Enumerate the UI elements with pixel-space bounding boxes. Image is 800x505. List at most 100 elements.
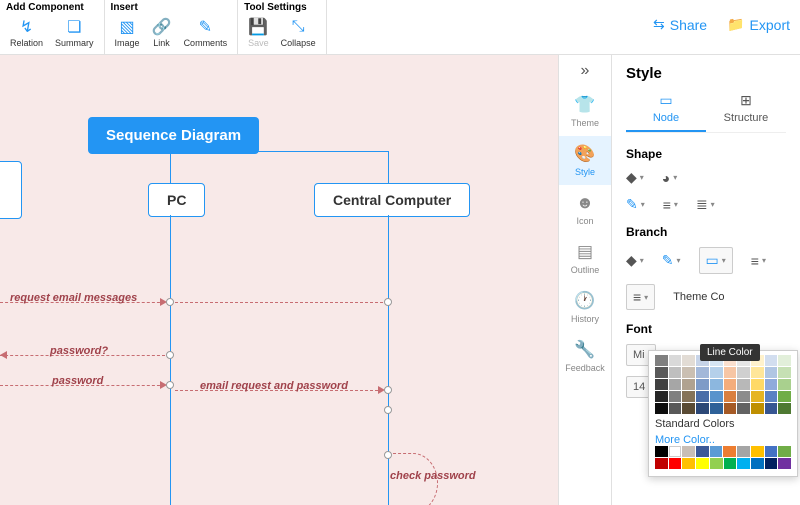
sidebar-item-icon[interactable]: ☻Icon (559, 185, 611, 234)
activation-dot[interactable] (384, 451, 392, 459)
activation-dot[interactable] (384, 406, 392, 414)
color-swatch[interactable] (655, 367, 668, 378)
color-swatch[interactable] (723, 446, 736, 457)
color-swatch[interactable] (696, 446, 709, 457)
color-swatch[interactable] (682, 391, 695, 402)
activation-dot[interactable] (384, 386, 392, 394)
color-swatch[interactable] (682, 403, 695, 414)
color-swatch[interactable] (696, 367, 709, 378)
collapse-button[interactable]: ⤡ Collapse (277, 15, 320, 50)
shape-border-width[interactable]: ≡▾ (663, 196, 678, 213)
sidebar-item-feedback[interactable]: 🔧Feedback (559, 332, 611, 381)
activation-dot[interactable] (384, 298, 392, 306)
color-swatch[interactable] (682, 458, 695, 469)
sidebar-item-outline[interactable]: ▤Outline (559, 234, 611, 283)
color-swatch[interactable] (765, 458, 778, 469)
color-swatch[interactable] (710, 391, 723, 402)
color-swatch[interactable] (724, 403, 737, 414)
color-swatch[interactable] (682, 355, 695, 366)
diagram-title[interactable]: Sequence Diagram (88, 117, 259, 154)
color-swatch[interactable] (669, 403, 682, 414)
color-swatch[interactable] (669, 355, 682, 366)
sidebar-item-style[interactable]: 🎨Style (559, 136, 611, 185)
color-swatch[interactable] (669, 446, 682, 457)
color-swatch[interactable] (778, 403, 791, 414)
sidebar-item-theme[interactable]: 👕Theme (559, 87, 611, 136)
color-swatch[interactable] (655, 379, 668, 390)
color-swatch[interactable] (655, 355, 668, 366)
color-swatch[interactable] (696, 458, 709, 469)
color-swatch[interactable] (737, 403, 750, 414)
color-swatch[interactable] (765, 446, 778, 457)
color-swatch[interactable] (737, 367, 750, 378)
color-swatch[interactable] (751, 379, 764, 390)
summary-button[interactable]: ❏ Summary (51, 15, 98, 50)
color-swatch[interactable] (710, 379, 723, 390)
color-swatch[interactable] (737, 458, 750, 469)
activation-dot[interactable] (166, 298, 174, 306)
image-button[interactable]: ▧ Image (111, 15, 144, 50)
node-central-computer[interactable]: Central Computer (314, 183, 470, 217)
color-swatch[interactable] (710, 367, 723, 378)
node-pc[interactable]: PC (148, 183, 205, 217)
color-swatch[interactable] (737, 391, 750, 402)
color-swatch[interactable] (724, 391, 737, 402)
shape-border-style[interactable]: ≣▾ (696, 196, 715, 213)
relation-button[interactable]: ↯ Relation (6, 15, 47, 50)
color-swatch[interactable] (669, 379, 682, 390)
comments-button[interactable]: ✎ Comments (180, 15, 232, 50)
color-swatch[interactable] (778, 379, 791, 390)
branch-width-dropdown[interactable]: ≡▾ (626, 284, 655, 310)
color-swatch[interactable] (696, 379, 709, 390)
canvas[interactable]: Sequence Diagram PC Central Computer req… (0, 55, 558, 505)
msg-password-q[interactable]: password? (50, 345, 108, 357)
color-swatch[interactable] (710, 458, 723, 469)
color-swatch[interactable] (710, 403, 723, 414)
color-swatch[interactable] (710, 446, 723, 457)
branch-line-dropdown[interactable]: ✎▾ (662, 247, 681, 274)
color-swatch[interactable] (696, 391, 709, 402)
color-swatch[interactable] (751, 458, 764, 469)
color-swatch[interactable] (737, 446, 750, 457)
color-swatch[interactable] (724, 379, 737, 390)
share-button[interactable]: ⇆Share (653, 16, 707, 33)
color-swatch[interactable] (765, 355, 778, 366)
color-swatch[interactable] (778, 367, 791, 378)
color-swatch[interactable] (778, 446, 791, 457)
color-swatch[interactable] (669, 458, 682, 469)
save-button[interactable]: 💾 Save (244, 15, 273, 50)
shape-border-color[interactable]: ✎▾ (626, 196, 645, 213)
color-swatch[interactable] (655, 391, 668, 402)
color-swatch[interactable] (724, 458, 737, 469)
color-swatch[interactable] (778, 391, 791, 402)
link-button[interactable]: 🔗 Link (148, 15, 176, 50)
color-swatch[interactable] (765, 391, 778, 402)
msg-check-password[interactable]: check password (390, 470, 476, 482)
branch-align-dropdown[interactable]: ≡▾ (751, 247, 766, 274)
color-swatch[interactable] (751, 446, 764, 457)
tab-node[interactable]: ▭Node (626, 92, 706, 132)
branch-fill-dropdown[interactable]: ◆▾ (626, 247, 644, 274)
activation-dot[interactable] (166, 351, 174, 359)
color-swatch[interactable] (765, 379, 778, 390)
more-color-link[interactable]: More Color.. (655, 434, 791, 446)
color-swatch[interactable] (751, 403, 764, 414)
color-swatch[interactable] (724, 367, 737, 378)
color-swatch[interactable] (655, 458, 668, 469)
msg-request-email[interactable]: request email messages (10, 292, 137, 304)
activation-dot[interactable] (166, 381, 174, 389)
color-swatch[interactable] (682, 446, 695, 457)
color-swatch[interactable] (737, 379, 750, 390)
collapse-panel-button[interactable]: » (559, 55, 611, 87)
color-swatch[interactable] (655, 446, 668, 457)
color-swatch[interactable] (751, 391, 764, 402)
shape-fill-dropdown[interactable]: ◆▾ (626, 169, 644, 186)
msg-password[interactable]: password (52, 375, 103, 387)
sidebar-item-history[interactable]: 🕐History (559, 283, 611, 332)
color-swatch[interactable] (669, 367, 682, 378)
color-swatch[interactable] (778, 355, 791, 366)
color-swatch[interactable] (778, 458, 791, 469)
tab-structure[interactable]: ⊞Structure (706, 92, 786, 132)
shape-style-dropdown[interactable]: ◕▾ (662, 169, 677, 186)
export-button[interactable]: 📁Export (727, 16, 790, 33)
